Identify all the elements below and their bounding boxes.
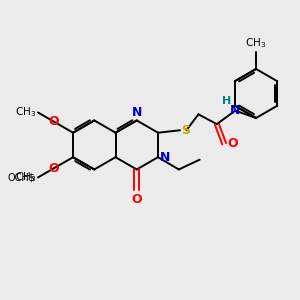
Text: OCH$: OCH$ (7, 172, 35, 182)
Text: O: O (49, 162, 59, 175)
Text: N: N (230, 104, 240, 117)
Text: N: N (132, 106, 142, 119)
Text: O: O (227, 137, 238, 150)
Text: O: O (131, 193, 142, 206)
Text: CH$_3$: CH$_3$ (245, 37, 267, 50)
Text: O: O (49, 115, 59, 128)
Text: S: S (182, 124, 190, 137)
Text: CH$_3$: CH$_3$ (15, 106, 37, 119)
Text: H: H (222, 96, 231, 106)
Text: N: N (159, 151, 170, 164)
Text: CH$_3$: CH$_3$ (15, 170, 37, 184)
